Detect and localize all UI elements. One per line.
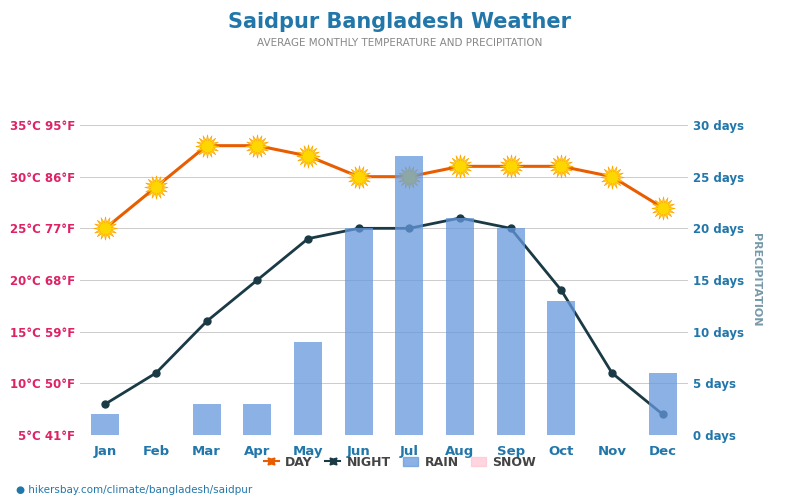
Point <box>555 162 568 170</box>
Point <box>606 172 618 180</box>
Bar <box>547 300 575 435</box>
Bar <box>243 404 271 435</box>
Point <box>150 183 162 191</box>
Point <box>454 162 466 170</box>
Bar <box>193 404 221 435</box>
Text: Saidpur Bangladesh Weather: Saidpur Bangladesh Weather <box>229 12 571 32</box>
Legend: DAY, NIGHT, RAIN, SNOW: DAY, NIGHT, RAIN, SNOW <box>259 451 541 474</box>
Point <box>504 162 517 170</box>
Point <box>251 142 264 150</box>
Y-axis label: TEMPERATURE: TEMPERATURE <box>0 234 3 326</box>
Point <box>200 142 213 150</box>
Y-axis label: PRECIPITATION: PRECIPITATION <box>750 233 761 327</box>
Text: ● hikersbay.com/climate/bangladesh/saidpur: ● hikersbay.com/climate/bangladesh/saidp… <box>16 485 252 495</box>
Bar <box>91 414 119 435</box>
Point <box>352 172 365 180</box>
Bar <box>649 373 677 435</box>
Point <box>302 152 314 160</box>
Point <box>403 172 416 180</box>
Point <box>99 224 112 232</box>
Bar <box>446 218 474 435</box>
Point <box>656 204 669 212</box>
Text: AVERAGE MONTHLY TEMPERATURE AND PRECIPITATION: AVERAGE MONTHLY TEMPERATURE AND PRECIPIT… <box>258 38 542 48</box>
Bar <box>395 156 423 435</box>
Bar <box>294 342 322 435</box>
Bar <box>345 228 373 435</box>
Bar <box>497 228 525 435</box>
